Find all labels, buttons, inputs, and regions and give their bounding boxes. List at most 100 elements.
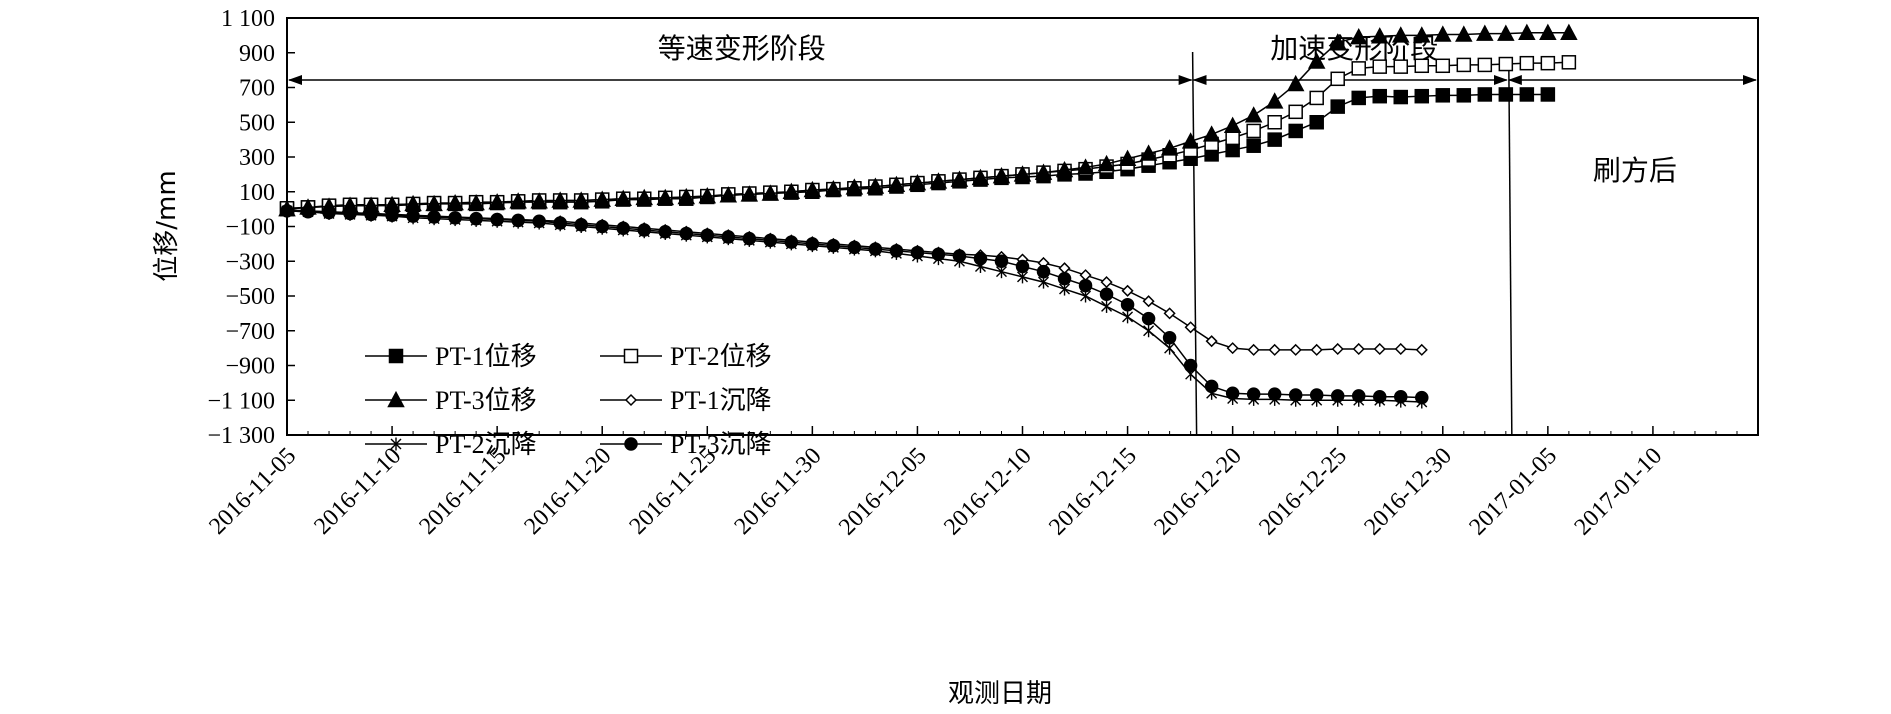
data-point (343, 206, 357, 221)
data-point (1309, 388, 1324, 402)
data-point (1225, 142, 1240, 158)
data-point (301, 204, 315, 219)
data-point (469, 211, 483, 226)
legend-item: PT-3沉降 (600, 430, 772, 459)
data-point (1561, 55, 1577, 70)
data-point (1202, 125, 1221, 142)
data-point (971, 168, 990, 186)
series-5 (281, 204, 1428, 409)
data-point (1540, 87, 1556, 102)
data-point (805, 237, 820, 251)
series-6 (280, 204, 1429, 405)
data-point (1100, 276, 1113, 289)
data-point (1079, 269, 1092, 282)
data-point (364, 207, 378, 222)
data-point (824, 180, 843, 197)
legend-label: PT-3沉降 (670, 430, 772, 459)
x-tick-label: 2016-12-15 (1044, 443, 1142, 541)
data-point (1560, 23, 1578, 41)
data-point (1372, 390, 1387, 404)
series-layer (278, 23, 1578, 409)
data-point (1310, 343, 1323, 356)
data-point (553, 216, 567, 230)
y-tick-label: −900 (225, 354, 275, 380)
data-point (635, 188, 653, 206)
data-point (446, 193, 464, 211)
data-point (1139, 144, 1158, 161)
legend-label: PT-2位移 (670, 342, 772, 371)
data-point (700, 228, 715, 242)
data-point (1414, 58, 1430, 74)
data-point (761, 184, 780, 201)
data-point (1393, 59, 1409, 74)
data-point (530, 192, 548, 209)
series-line (286, 61, 1569, 210)
data-point (1351, 389, 1366, 403)
data-point (448, 211, 462, 225)
legend-label: PT-1沉降 (670, 386, 772, 415)
data-point (467, 193, 485, 211)
data-point (1349, 28, 1368, 45)
data-point (1013, 165, 1032, 182)
data-point (532, 214, 546, 229)
data-point (1268, 343, 1281, 356)
data-point (1246, 387, 1261, 401)
data-point (803, 180, 822, 198)
x-tick-label: 2016-12-10 (939, 443, 1037, 541)
data-point (1392, 26, 1410, 43)
y-tick-label: 500 (239, 110, 275, 136)
data-point (572, 191, 590, 208)
data-point (1036, 264, 1051, 279)
data-point (1286, 74, 1305, 92)
data-point (1477, 57, 1493, 73)
data-point (1476, 24, 1494, 41)
series-line (286, 210, 1422, 403)
data-point (1288, 123, 1303, 139)
data-point (1205, 335, 1218, 348)
y-tick-label: −300 (225, 249, 275, 275)
data-point (1498, 56, 1514, 72)
data-point (614, 189, 632, 206)
data-point (1539, 23, 1557, 41)
data-point (656, 188, 675, 206)
data-point (1267, 387, 1282, 401)
data-point (322, 205, 336, 220)
data-point (1118, 149, 1137, 166)
data-point (490, 212, 504, 227)
y-tick-label: 900 (239, 41, 275, 67)
data-point (847, 240, 862, 255)
data-point (1414, 88, 1430, 104)
data-point (1435, 58, 1451, 74)
legend-marker (624, 393, 638, 407)
data-point (1162, 330, 1177, 345)
data-point (1101, 299, 1113, 313)
data-point (1057, 271, 1072, 286)
data-point (1267, 115, 1282, 130)
data-point (1351, 90, 1366, 106)
data-point (1078, 278, 1093, 293)
data-point (1055, 160, 1074, 178)
data-point (719, 186, 738, 203)
data-point (1058, 262, 1071, 275)
data-point (740, 185, 759, 202)
data-point (1352, 342, 1365, 356)
y-tick-label: −100 (225, 215, 275, 241)
data-point (1370, 27, 1389, 44)
phase-divider-line (1508, 65, 1513, 436)
data-point (595, 219, 609, 234)
data-point (1393, 89, 1409, 105)
data-point (616, 221, 630, 235)
data-point (658, 224, 673, 239)
data-point (698, 187, 717, 204)
data-point (1143, 324, 1155, 338)
x-tick-label: 2016-12-25 (1254, 443, 1352, 541)
phase-label-uniform: 等速变形阶段 (658, 32, 826, 65)
data-point (952, 249, 967, 263)
data-point (574, 218, 588, 232)
data-point (1120, 297, 1135, 312)
y-tick-label: −1 300 (207, 423, 275, 449)
data-point (1142, 295, 1155, 308)
data-point (845, 178, 864, 195)
legend-marker (624, 437, 638, 451)
data-point (1141, 311, 1156, 326)
